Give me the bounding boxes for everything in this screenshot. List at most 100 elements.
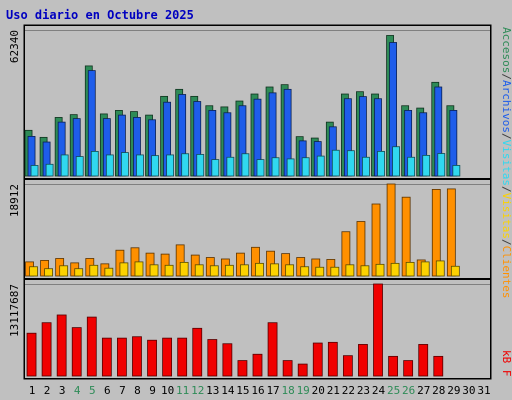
x-tick-label: 15 — [236, 384, 249, 397]
bar-visitas-day-25 — [390, 262, 400, 277]
bar-kb-f-day-11 — [177, 337, 188, 377]
bar-visitas-day-9 — [149, 264, 159, 277]
x-tick-label: 17 — [266, 384, 279, 397]
bar-visitas-day-22 — [346, 150, 355, 177]
bar-visitas-day-19 — [301, 157, 310, 177]
bar-visitas-day-3 — [59, 265, 69, 277]
bar-visitas-day-23 — [362, 156, 370, 177]
bar-visitas-day-13 — [211, 159, 220, 177]
x-tick-label: 10 — [161, 384, 174, 397]
x-tick-label: 29 — [447, 384, 460, 397]
bar-visitas-day-12 — [194, 264, 204, 277]
bar-kb-f-day-10 — [162, 337, 173, 377]
bar-visitas-day-26 — [407, 156, 416, 177]
x-tick-label: 18 — [282, 384, 295, 397]
bar-visitas-day-17 — [271, 157, 280, 177]
bar-kb-f-day-8 — [132, 336, 142, 377]
panel-1: 62340 — [8, 25, 491, 179]
bar-clientes-day-29 — [446, 188, 456, 277]
bar-visitas-day-17 — [270, 263, 279, 277]
legend-labels: Accesos/Archivos/Visitas/Visitas/Cliente… — [500, 27, 512, 377]
x-tick-label: 4 — [74, 384, 81, 397]
bar-kb-f-day-15 — [237, 360, 248, 377]
bar-visitas-day-24 — [375, 263, 385, 277]
bar-kb-f-day-27 — [418, 344, 429, 377]
bar-kb-f-day-28 — [433, 355, 444, 377]
bar-kb-f-day-14 — [222, 343, 233, 377]
bar-visitas-day-4 — [75, 156, 84, 177]
bar-visitas-day-9 — [151, 155, 159, 177]
bar-kb-f-day-2 — [41, 322, 52, 377]
legend-item-separator: / — [500, 73, 512, 80]
bar-visitas-day-8 — [134, 261, 144, 277]
bar-visitas-day-21 — [330, 266, 340, 277]
bar-visitas-day-27 — [420, 261, 430, 277]
bar-visitas-day-4 — [74, 268, 84, 277]
bar-kb-f-day-23 — [358, 344, 368, 377]
x-tick-label: 6 — [104, 384, 111, 397]
y-max-label: 13117687 — [8, 284, 21, 337]
x-tick-label: 25 — [387, 384, 400, 397]
x-tick-label: 16 — [251, 384, 264, 397]
x-tick-label: 27 — [417, 384, 430, 397]
bar-kb-f-day-19 — [297, 363, 308, 377]
legend-item-separator: / — [500, 186, 512, 193]
bar-visitas-day-28 — [435, 260, 445, 277]
bar-visitas-day-18 — [286, 158, 295, 177]
right-legend: Accesos/Archivos/Visitas/Visitas/Cliente… — [500, 27, 512, 299]
panel-3: 13117687 — [8, 279, 491, 379]
bar-visitas-day-15 — [241, 153, 250, 177]
bar-visitas-day-14 — [226, 156, 235, 177]
x-tick-label: 11 — [176, 384, 189, 397]
legend-item-archivos: Archivos — [500, 80, 512, 133]
bar-visitas-day-28 — [437, 153, 446, 177]
bar-visitas-day-6 — [105, 154, 114, 177]
bar-visitas-day-20 — [316, 155, 325, 177]
bar-visitas-day-22 — [345, 264, 355, 277]
bar-visitas-day-20 — [315, 266, 325, 277]
bar-kb-f-day-1 — [26, 332, 37, 377]
bar-kb-f-day-21 — [327, 341, 338, 377]
x-tick-label: 12 — [191, 384, 204, 397]
bar-kb-f-day-25 — [388, 355, 398, 377]
bar-visitas-day-27 — [422, 154, 431, 177]
bar-visitas-day-21 — [331, 149, 340, 177]
bar-kb-f-day-17 — [267, 322, 278, 377]
legend-item-clientes: Clientes — [500, 246, 512, 299]
bar-visitas-day-11 — [179, 261, 189, 277]
chart-title: Uso diario en Octubre 2025 — [6, 8, 194, 22]
bar-kb-f-day-7 — [117, 337, 127, 377]
x-tick-label: 26 — [402, 384, 415, 397]
bar-visitas-day-7 — [119, 262, 129, 277]
x-tick-label: 7 — [119, 384, 126, 397]
bar-visitas-day-24 — [377, 151, 385, 177]
bar-kb-f-day-22 — [342, 355, 353, 377]
legend-item-accesos: Accesos — [500, 27, 512, 73]
panel-2: 18912 — [8, 179, 491, 279]
bar-kb-f-day-9 — [147, 339, 157, 377]
bar-kb-f-day-26 — [403, 360, 414, 377]
bar-kb-f-day-6 — [101, 337, 112, 377]
bar-visitas-day-2 — [45, 163, 54, 177]
x-tick-label: 19 — [297, 384, 310, 397]
bar-kb-f-day-20 — [312, 342, 323, 377]
x-tick-label: 13 — [206, 384, 219, 397]
x-tick-label: 20 — [312, 384, 325, 397]
bar-visitas-day-12 — [196, 154, 205, 177]
legend-item-visitas: Visitas — [500, 140, 512, 186]
bar-visitas-day-10 — [166, 154, 175, 177]
bar-visitas-day-11 — [181, 153, 190, 177]
bar-visitas-day-10 — [164, 264, 174, 277]
x-tick-label: 8 — [134, 384, 141, 397]
bar-visitas-day-29 — [452, 165, 461, 177]
bar-visitas-day-8 — [136, 154, 144, 177]
x-tick-label: 1 — [29, 384, 36, 397]
bar-visitas-day-13 — [209, 265, 219, 277]
chart-panels: 62340 18912 13117687 — [8, 24, 492, 380]
bar-kb-f-day-3 — [56, 314, 67, 377]
bar-visitas-day-26 — [405, 261, 415, 277]
bar-kb-f-day-16 — [252, 353, 263, 377]
x-tick-label: 5 — [89, 384, 96, 397]
bar-visitas-day-1 — [29, 266, 38, 277]
bar-visitas-day-3 — [60, 154, 69, 177]
